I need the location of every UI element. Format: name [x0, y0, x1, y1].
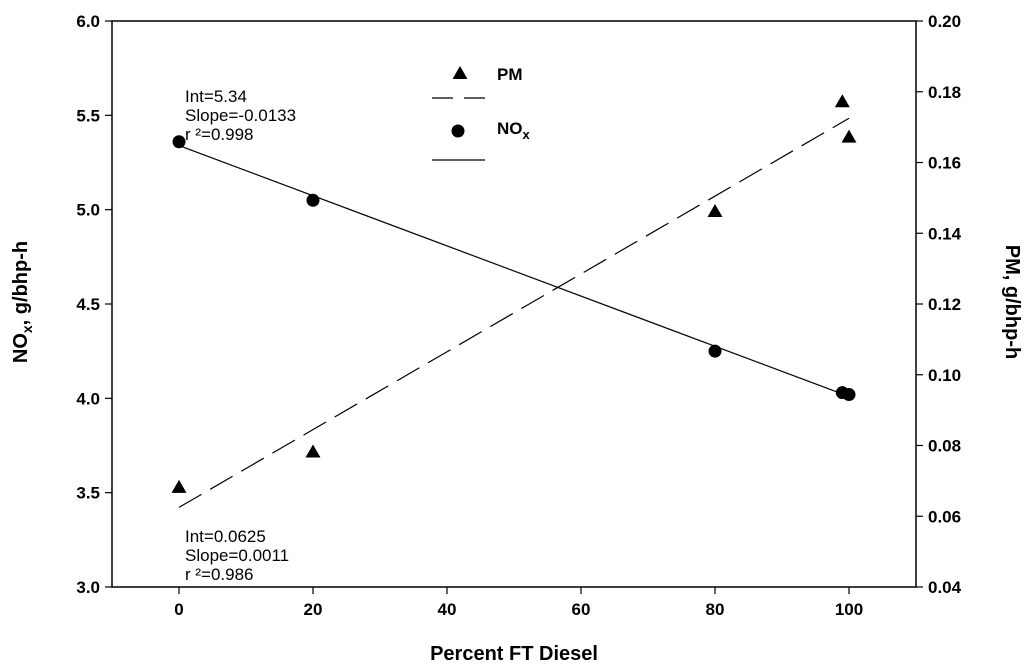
nox-fit-annotation: Int=5.34 Slope=-0.0133 r ²=0.998: [185, 87, 296, 144]
y-left-tick-label: 4.0: [76, 389, 100, 408]
y-left-axis-title-main: NO: [10, 333, 32, 363]
data-point-nox: [708, 344, 722, 358]
y-right-tick-label: 0.06: [928, 507, 961, 526]
pm-fit-intercept: Int=0.0625: [185, 527, 266, 546]
fit-line-pm: [178, 117, 850, 508]
y-left-tick-label: 5.5: [76, 106, 100, 125]
y-left-tick-label: 4.5: [76, 295, 100, 314]
x-tick-label: 100: [835, 600, 863, 619]
nox-fit-intercept: Int=5.34: [185, 87, 247, 106]
y-right-tick-label: 0.18: [928, 83, 961, 102]
legend-marker-pm: [452, 65, 468, 79]
x-tick-label: 40: [438, 600, 457, 619]
legend: PM NOx: [497, 65, 531, 142]
legend-label-pm: PM: [497, 65, 523, 84]
y-right-axis-ticks: 0.04 0.06 0.08 0.10 0.12 0.14 0.16 0.18 0.20: [916, 12, 962, 597]
y-right-tick-label: 0.04: [928, 578, 962, 597]
y-left-axis-title: NOx, g/bhp-h: [10, 241, 35, 363]
data-point-nox: [172, 135, 186, 149]
y-left-axis-title-sub: x: [19, 325, 35, 333]
fit-line-nox: [178, 144, 850, 398]
y-right-tick-label: 0.14: [928, 224, 962, 243]
data-point-pm: [171, 479, 187, 493]
pm-fit-r2: r ²=0.986: [185, 565, 254, 584]
data-markers: [171, 94, 857, 493]
y-left-tick-label: 5.0: [76, 201, 100, 220]
y-right-tick-label: 0.12: [928, 295, 961, 314]
pm-fit-annotation: Int=0.0625 Slope=0.0011 r ²=0.986: [185, 527, 289, 584]
y-right-tick-label: 0.10: [928, 366, 961, 385]
data-point-pm: [834, 94, 850, 108]
y-left-tick-label: 3.0: [76, 578, 100, 597]
y-left-axis-ticks: 3.0 3.5 4.0 4.5 5.0 5.5 6.0: [76, 12, 112, 597]
legend-label-nox-sub: x: [523, 127, 531, 142]
y-right-axis-title: PM, g/bhp-h: [1001, 245, 1023, 359]
y-right-tick-label: 0.08: [928, 437, 961, 456]
x-tick-label: 80: [706, 600, 725, 619]
nox-fit-slope: Slope=-0.0133: [185, 106, 296, 125]
data-point-nox: [842, 388, 856, 402]
y-left-axis-title-rest: , g/bhp-h: [10, 241, 32, 325]
legend-marker-nox: [451, 124, 465, 138]
y-right-tick-label: 0.16: [928, 154, 961, 173]
legend-label-nox-main: NO: [497, 119, 523, 138]
y-right-tick-label: 0.20: [928, 12, 961, 31]
x-axis-title: Percent FT Diesel: [430, 643, 598, 665]
y-left-tick-label: 6.0: [76, 12, 100, 31]
legend-symbols: [432, 65, 485, 161]
x-axis-ticks: 0 20 40 60 80 100: [174, 587, 863, 619]
data-point-nox: [306, 193, 320, 207]
nox-fit-r2: r ²=0.998: [185, 125, 254, 144]
y-left-tick-label: 3.5: [76, 484, 100, 503]
x-tick-label: 20: [304, 600, 323, 619]
data-point-pm: [841, 129, 857, 143]
fit-lines: [178, 117, 850, 508]
x-tick-label: 60: [572, 600, 591, 619]
data-point-pm: [305, 444, 321, 458]
legend-label-nox: NOx: [497, 119, 531, 142]
pm-fit-slope: Slope=0.0011: [185, 546, 289, 565]
data-point-pm: [707, 203, 723, 217]
x-tick-label: 0: [174, 600, 183, 619]
